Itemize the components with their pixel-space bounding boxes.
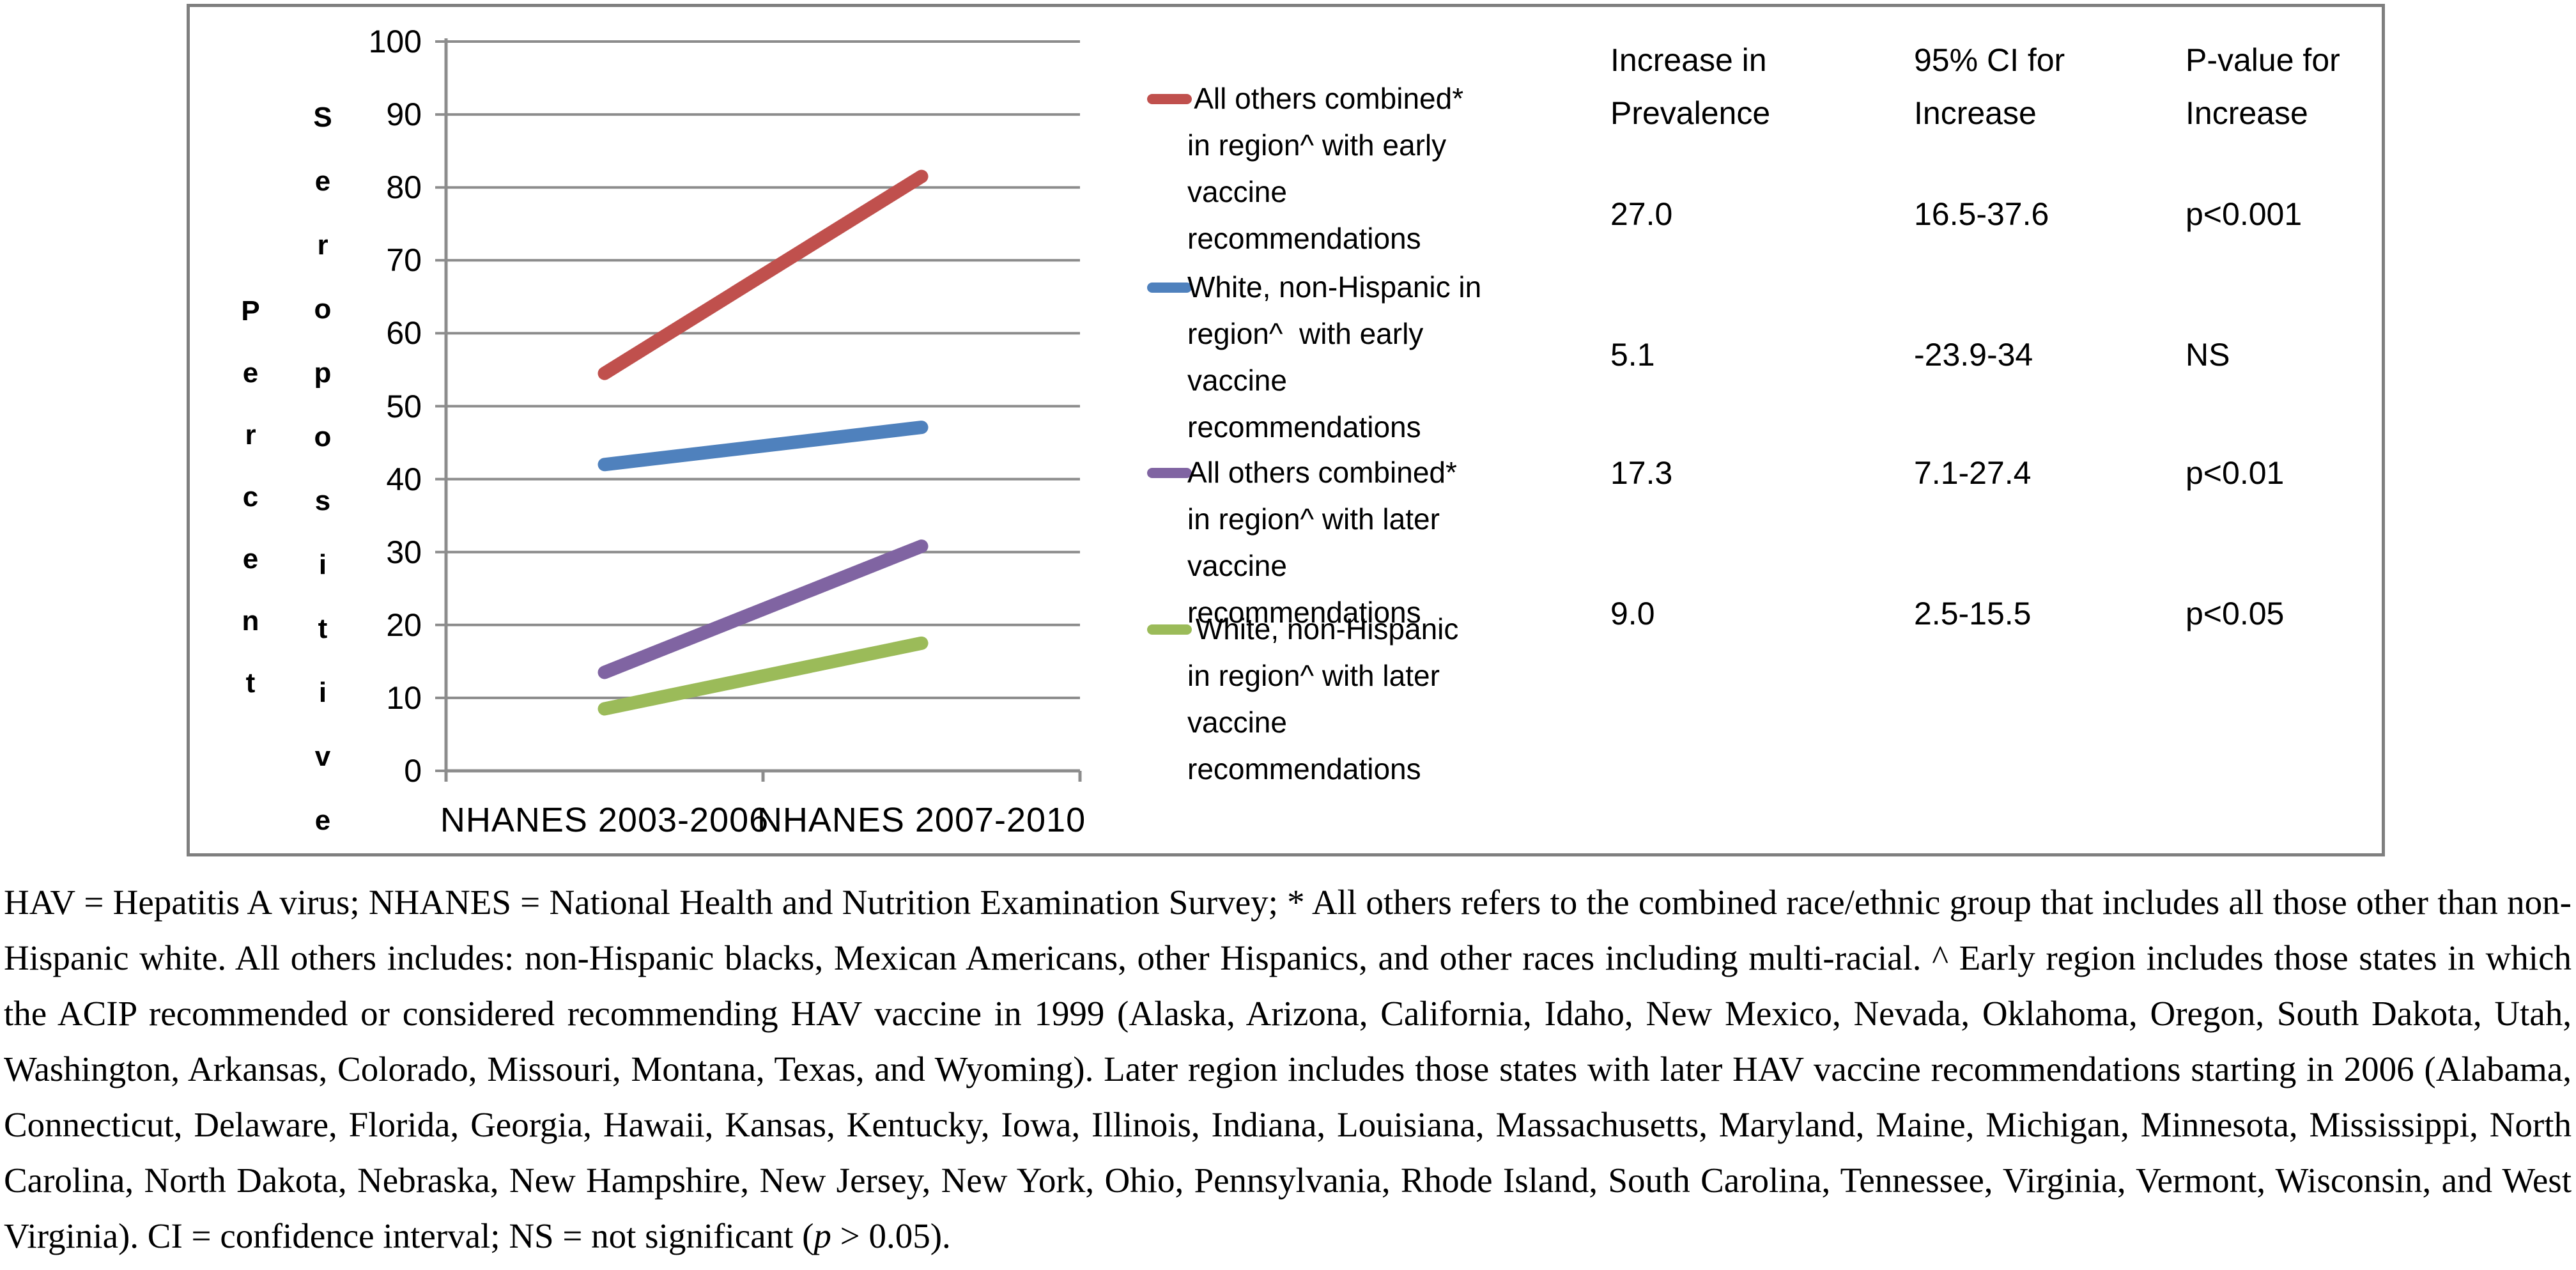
axis-title-letter: e: [314, 166, 331, 197]
table-cell-r3-c1: 17.3: [1610, 455, 1673, 491]
y-tick-label-50: 50: [386, 388, 422, 424]
axis-title-letter: t: [245, 667, 256, 699]
legend-label-2: White, non-Hispanic in region^ with early…: [1187, 264, 1596, 451]
legend-swatch-1: [1147, 94, 1192, 104]
table-cell-r4-c1: 9.0: [1610, 596, 1655, 631]
footnote-segment: HAV = Hepatitis A virus; NHANES = Nation…: [4, 883, 2572, 1255]
table-cell-r3-c3: p<0.01: [2186, 455, 2285, 491]
axis-title-letter: S: [313, 102, 332, 133]
axis-title-letter: r: [317, 229, 328, 261]
legend-swatch-2: [1147, 283, 1192, 293]
legend-label-line: vaccine: [1187, 706, 1287, 739]
axis-title-letter: n: [242, 605, 259, 637]
legend-label-line: vaccine: [1187, 549, 1287, 582]
table-cell-r2-c2: -23.9-34: [1914, 337, 2033, 373]
legend-label-3: All others combined* in region^ with late…: [1187, 449, 1596, 636]
axis-title-letter: o: [314, 293, 332, 325]
y-tick-label-40: 40: [386, 461, 422, 497]
legend-label-line: recommendations: [1187, 752, 1421, 786]
axis-title-letter: P: [241, 295, 260, 327]
legend-label-4: White, non-Hispanic in region^ with later…: [1187, 606, 1596, 793]
legend-swatch-3: [1147, 468, 1192, 478]
legend-label-line: White, non-Hispanic in: [1187, 270, 1482, 304]
axis-title-letter: r: [245, 419, 256, 451]
y-tick-label-100: 100: [368, 24, 422, 59]
table-cell-r4-c2: 2.5-15.5: [1914, 596, 2032, 631]
axis-title-letter: e: [242, 543, 259, 575]
y-tick-label-30: 30: [386, 534, 422, 570]
legend-label-line: All others combined*: [1187, 82, 1464, 115]
legend-label-line: All others combined*: [1187, 456, 1457, 489]
axis-title-letter: v: [314, 741, 331, 772]
y-tick-label-90: 90: [386, 97, 422, 133]
figure-border: [187, 4, 2385, 856]
axis-title-letter: t: [318, 613, 328, 644]
legend-label-line: in region^ with later: [1187, 502, 1440, 536]
table-cell-r1-c2: 16.5-37.6: [1914, 196, 2049, 232]
x-axis-label-nhanes-2003-2006: NHANES 2003-2006: [440, 801, 769, 839]
table-cell-r1-c1: 27.0: [1610, 196, 1673, 232]
axis-title-letter: e: [314, 805, 331, 836]
footnote-text: HAV = Hepatitis A virus; NHANES = Nation…: [4, 874, 2572, 1264]
footnote-italic-p: p: [814, 1216, 831, 1255]
y-tick-label-80: 80: [386, 169, 422, 206]
axis-title-letter: i: [318, 677, 327, 708]
y-tick-label-70: 70: [386, 242, 422, 279]
table-header-col-3: P-value for Increase: [2186, 42, 2340, 131]
legend-label-line: White, non-Hispanic: [1187, 612, 1459, 646]
y-tick-label-60: 60: [386, 315, 422, 352]
axis-title-letter: p: [314, 357, 332, 389]
legend-label-line: vaccine: [1187, 364, 1287, 397]
legend-swatch-4: [1147, 624, 1192, 635]
axis-title-letter: e: [242, 357, 259, 389]
table-header-col-1: Increase in Prevalence: [1610, 42, 1771, 131]
y-tick-label-20: 20: [386, 607, 422, 643]
table-cell-r4-c3: p<0.05: [2186, 596, 2285, 631]
legend-label-line: in region^ with later: [1187, 659, 1440, 692]
axis-title-letter: c: [242, 481, 259, 513]
x-axis-label-nhanes-2007-2010: NHANES 2007-2010: [757, 801, 1086, 839]
legend-label-line: region^ with early: [1187, 317, 1424, 350]
table-cell-r1-c3: p<0.001: [2186, 196, 2302, 232]
table-cell-r2-c3: NS: [2186, 337, 2230, 373]
legend-label-line: recommendations: [1187, 222, 1421, 255]
legend-label-line: in region^ with early: [1187, 128, 1447, 162]
table-cell-r2-c1: 5.1: [1610, 337, 1655, 373]
table-header-col-2: 95% CI for Increase: [1914, 42, 2065, 131]
legend-label-1: All others combined* in region^ with earl…: [1187, 75, 1596, 262]
legend-label-line: vaccine: [1187, 175, 1287, 208]
axis-title-letter: o: [314, 421, 332, 453]
legend-label-line: recommendations: [1187, 410, 1421, 444]
axis-title-letter: s: [314, 485, 331, 516]
footnote-segment: > 0.05).: [831, 1216, 951, 1255]
table-cell-r3-c2: 7.1-27.4: [1914, 455, 2032, 491]
legend-label-line: recommendations: [1187, 596, 1421, 629]
axis-title-letter: i: [318, 549, 327, 580]
y-tick-label-10: 10: [386, 679, 422, 716]
y-tick-label-0: 0: [404, 753, 422, 789]
